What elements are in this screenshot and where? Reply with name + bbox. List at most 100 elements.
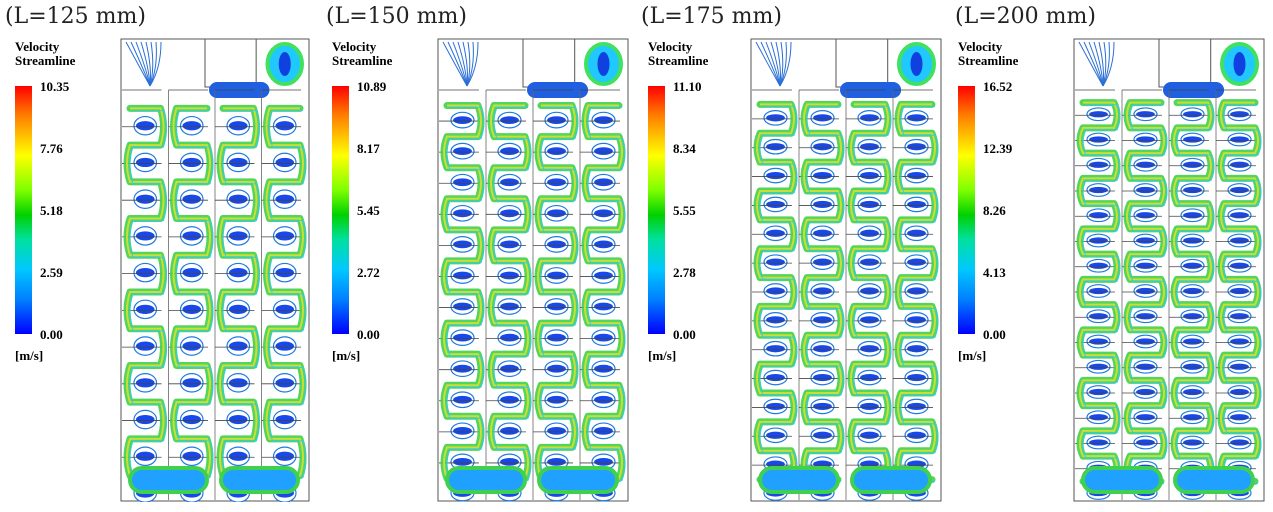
case-title-1: (L=125 mm)	[5, 4, 146, 29]
vortex-core	[1183, 363, 1202, 370]
vortex-core	[594, 271, 613, 280]
vortex-core	[1089, 313, 1108, 320]
outlet-box	[835, 38, 889, 88]
vortex-core	[453, 426, 472, 435]
vortex-core	[594, 116, 613, 124]
legend-title-line2: Streamline	[15, 53, 76, 68]
secondary-streamline	[269, 109, 307, 479]
vortex-core	[1183, 136, 1202, 143]
vortex-core	[453, 147, 472, 156]
colorbar-legend-4: Velocity Streamline 16.52 12.39 8.26 4.1…	[958, 40, 1048, 363]
vortex-core	[1230, 388, 1249, 396]
vortex-core	[597, 52, 610, 76]
vortex-core	[594, 458, 613, 466]
vortex-core	[766, 258, 785, 266]
vortex-core	[228, 231, 248, 241]
colorbar-tick: 8.34	[673, 141, 696, 156]
vortex-core	[275, 268, 295, 278]
vortex-core	[500, 271, 519, 280]
secondary-streamline	[129, 109, 167, 479]
vortex-core	[860, 287, 879, 295]
vortex-core	[182, 157, 202, 168]
inlet-streamline	[770, 41, 781, 87]
vortex-core	[547, 240, 566, 249]
vortex-core	[1089, 338, 1108, 345]
vortex-core	[813, 114, 832, 122]
vortex-core	[594, 395, 613, 404]
vortex-core	[1136, 237, 1155, 244]
vortex-core	[1089, 388, 1108, 396]
vortex-core	[860, 258, 879, 266]
vortex-core	[594, 333, 613, 342]
vortex-core	[860, 200, 879, 209]
vortex-core	[547, 116, 566, 124]
vortex-core	[813, 143, 832, 151]
vortex-core	[766, 460, 785, 468]
vortex-core	[594, 240, 613, 249]
colorbar	[648, 86, 665, 334]
inlet-streamline	[1088, 41, 1104, 87]
inlet-streamline	[1093, 41, 1104, 87]
inlet-streamline	[135, 41, 151, 87]
vortex-core	[453, 458, 472, 466]
inlet-streamline	[466, 41, 471, 87]
vortex-core	[135, 304, 155, 314]
colorbar-legend-3: Velocity Streamline 11.10 8.34 5.55 2.78…	[648, 40, 738, 363]
vortex-core	[594, 209, 613, 218]
secondary-streamline	[1223, 104, 1262, 484]
vortex-core	[1230, 212, 1249, 219]
colorbar-tick: 12.39	[983, 141, 1013, 156]
vortex-core	[766, 431, 785, 439]
colorbar-tick: 10.35	[40, 79, 70, 94]
vortex-core	[228, 341, 248, 351]
secondary-streamline	[587, 107, 626, 481]
vortex-core	[275, 378, 295, 388]
vortex-core	[813, 229, 832, 237]
vortex-core	[907, 200, 926, 209]
vortex-core	[1089, 212, 1108, 219]
secondary-streamline	[540, 107, 579, 481]
vortex-core	[500, 116, 519, 124]
colorbar-tick: 11.10	[673, 79, 702, 94]
vortex-core	[860, 229, 879, 237]
vortex-core	[594, 364, 613, 373]
vortex-core	[547, 271, 566, 280]
vortex-core	[1089, 414, 1108, 421]
vortex-core	[1230, 262, 1249, 269]
vortex-core	[1136, 363, 1155, 370]
vortex-core	[1136, 262, 1155, 269]
outlet-box	[1158, 38, 1212, 88]
colorbar-tick: 5.45	[357, 203, 380, 218]
vortex-core	[182, 341, 202, 351]
bottom-return	[758, 466, 840, 494]
vortex-core	[228, 451, 248, 461]
vortex-core	[228, 304, 248, 314]
colorbar-tick: 0.00	[673, 327, 696, 342]
high-velocity-core	[219, 107, 258, 477]
vortex-core	[1089, 262, 1108, 269]
vortex-core	[860, 431, 879, 439]
vortex-core	[1183, 212, 1202, 219]
bottom-return	[1173, 466, 1255, 494]
colorbar-tick: 2.78	[673, 265, 696, 280]
vortex-core	[907, 229, 926, 237]
inlet-streamline	[779, 41, 784, 87]
vortex-core	[1089, 363, 1108, 370]
vortex-core	[907, 114, 926, 122]
colorbar-unit: [m/s]	[15, 348, 44, 363]
vortex-core	[1230, 414, 1249, 421]
legend-title-line2: Streamline	[958, 53, 1019, 68]
vortex-core	[275, 304, 295, 314]
vortex-core	[453, 333, 472, 342]
inlet-streamline	[466, 41, 479, 87]
vortex-core	[228, 121, 248, 131]
vortex-core	[860, 460, 879, 468]
vortex-core	[228, 194, 248, 204]
vortex-core	[500, 364, 519, 373]
vortex-core	[860, 316, 879, 324]
secondary-streamline	[176, 109, 214, 479]
vortex-core	[813, 171, 832, 180]
inlet-streamline	[775, 41, 781, 87]
vortex-core	[135, 157, 155, 168]
vortex-core	[500, 178, 519, 187]
